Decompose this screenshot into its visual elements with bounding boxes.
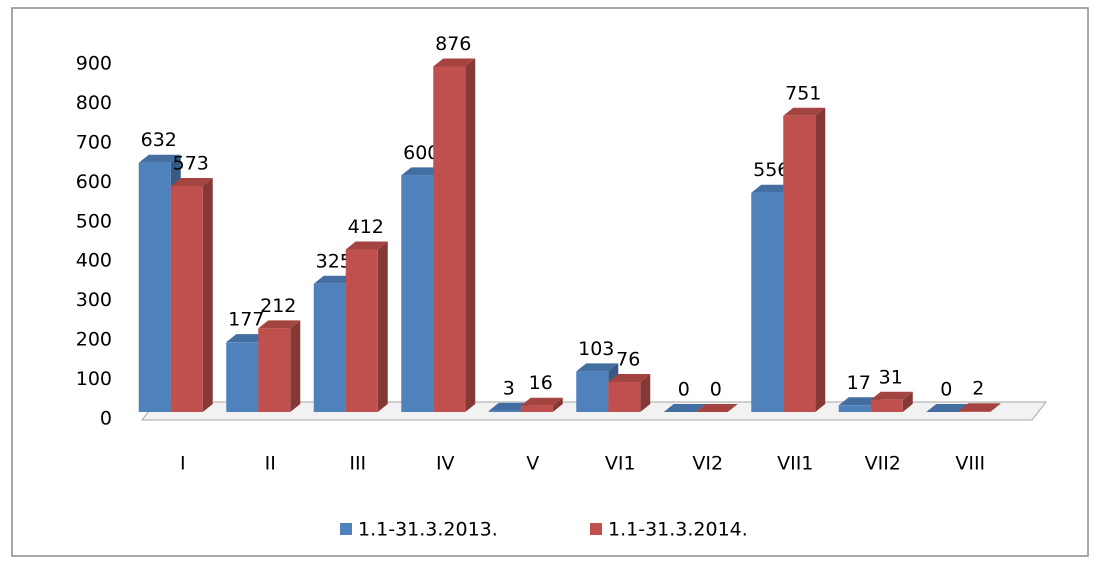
bar-top: [663, 404, 706, 412]
y-tick-label: 500: [76, 210, 112, 232]
y-tick-label: 100: [76, 368, 112, 390]
x-tick-label: VII2: [865, 453, 901, 475]
x-tick-label: VI2: [692, 453, 723, 475]
bar: [958, 411, 991, 412]
bar: [401, 175, 434, 412]
x-tick-label: VI1: [605, 453, 636, 475]
bar: [313, 283, 346, 412]
data-label: 31: [879, 366, 903, 388]
data-label: 0: [940, 379, 952, 401]
bar-top: [926, 404, 969, 412]
bar-side: [290, 320, 301, 412]
data-label: 212: [260, 295, 296, 317]
bar-top: [170, 177, 213, 186]
bar-top: [576, 363, 619, 372]
data-label: 412: [348, 216, 384, 238]
bar-side: [990, 403, 1001, 412]
bar-top: [226, 334, 269, 343]
data-label: 751: [785, 82, 821, 104]
bar-top: [958, 403, 1001, 412]
data-label: 876: [435, 33, 471, 55]
data-label: 325: [316, 250, 352, 272]
legend-label: 1.1-31.3.2013.: [358, 519, 498, 541]
bar-top: [433, 58, 476, 67]
bar-top: [313, 275, 356, 284]
data-label: 556: [753, 159, 789, 181]
x-tick-label: II: [265, 453, 276, 475]
bar-side: [552, 397, 563, 412]
data-label: 2: [972, 378, 984, 400]
y-tick-label: 800: [76, 92, 112, 114]
x-tick-label: III: [349, 453, 366, 475]
x-tick-label: V: [526, 453, 539, 475]
bar-top: [783, 107, 826, 116]
y-tick-label: 900: [76, 53, 112, 75]
y-tick-label: 300: [76, 289, 112, 311]
bar-top: [345, 241, 388, 250]
bar-top: [751, 184, 794, 193]
bar: [226, 342, 259, 412]
bar: [751, 192, 784, 412]
y-tick-label: 700: [76, 131, 112, 153]
bar: [783, 115, 816, 413]
bar-side: [377, 241, 388, 412]
bar-top: [695, 404, 738, 412]
data-label: 0: [678, 379, 690, 401]
bar: [170, 185, 203, 412]
bar: [488, 410, 521, 412]
bar-top: [138, 154, 181, 163]
bar: [520, 405, 553, 412]
legend-label: 1.1-31.3.2014.: [608, 519, 748, 541]
data-label: 17: [847, 372, 871, 394]
bar-top: [870, 391, 913, 400]
legend-swatch: [590, 523, 602, 535]
data-label: 177: [228, 309, 264, 331]
data-label: 3: [503, 377, 515, 399]
y-tick-label: 200: [76, 329, 112, 351]
bar-top: [401, 167, 444, 176]
bar-top: [838, 397, 881, 406]
data-label: 0: [710, 379, 722, 401]
data-label: 600: [403, 142, 439, 164]
bar-top: [488, 402, 531, 411]
bar-side: [902, 391, 913, 412]
data-label: 76: [616, 349, 640, 371]
bar: [138, 162, 171, 412]
bar-side: [465, 58, 476, 412]
bar: [576, 371, 609, 412]
bar: [433, 66, 466, 412]
x-tick-label: IV: [436, 453, 455, 475]
bar-side: [640, 374, 651, 412]
data-label: 573: [173, 152, 209, 174]
x-tick-label: VII1: [777, 453, 813, 475]
bar-side: [202, 177, 213, 412]
bar: [608, 382, 641, 412]
bar: [345, 249, 378, 412]
y-tick-label: 600: [76, 171, 112, 193]
data-label: 632: [141, 129, 177, 151]
data-label: 103: [578, 338, 614, 360]
data-label: 16: [529, 372, 553, 394]
legend-swatch: [340, 523, 352, 535]
bar-side: [815, 107, 826, 413]
bar: [258, 328, 291, 412]
x-tick-label: I: [180, 453, 186, 475]
y-tick-label: 0: [100, 408, 112, 430]
bar: [838, 405, 871, 412]
bar: [870, 399, 903, 412]
bar-top: [608, 374, 651, 383]
y-tick-label: 400: [76, 250, 112, 272]
x-tick-label: VIII: [955, 453, 985, 475]
bar-top: [520, 397, 563, 406]
bar-top: [258, 320, 301, 329]
